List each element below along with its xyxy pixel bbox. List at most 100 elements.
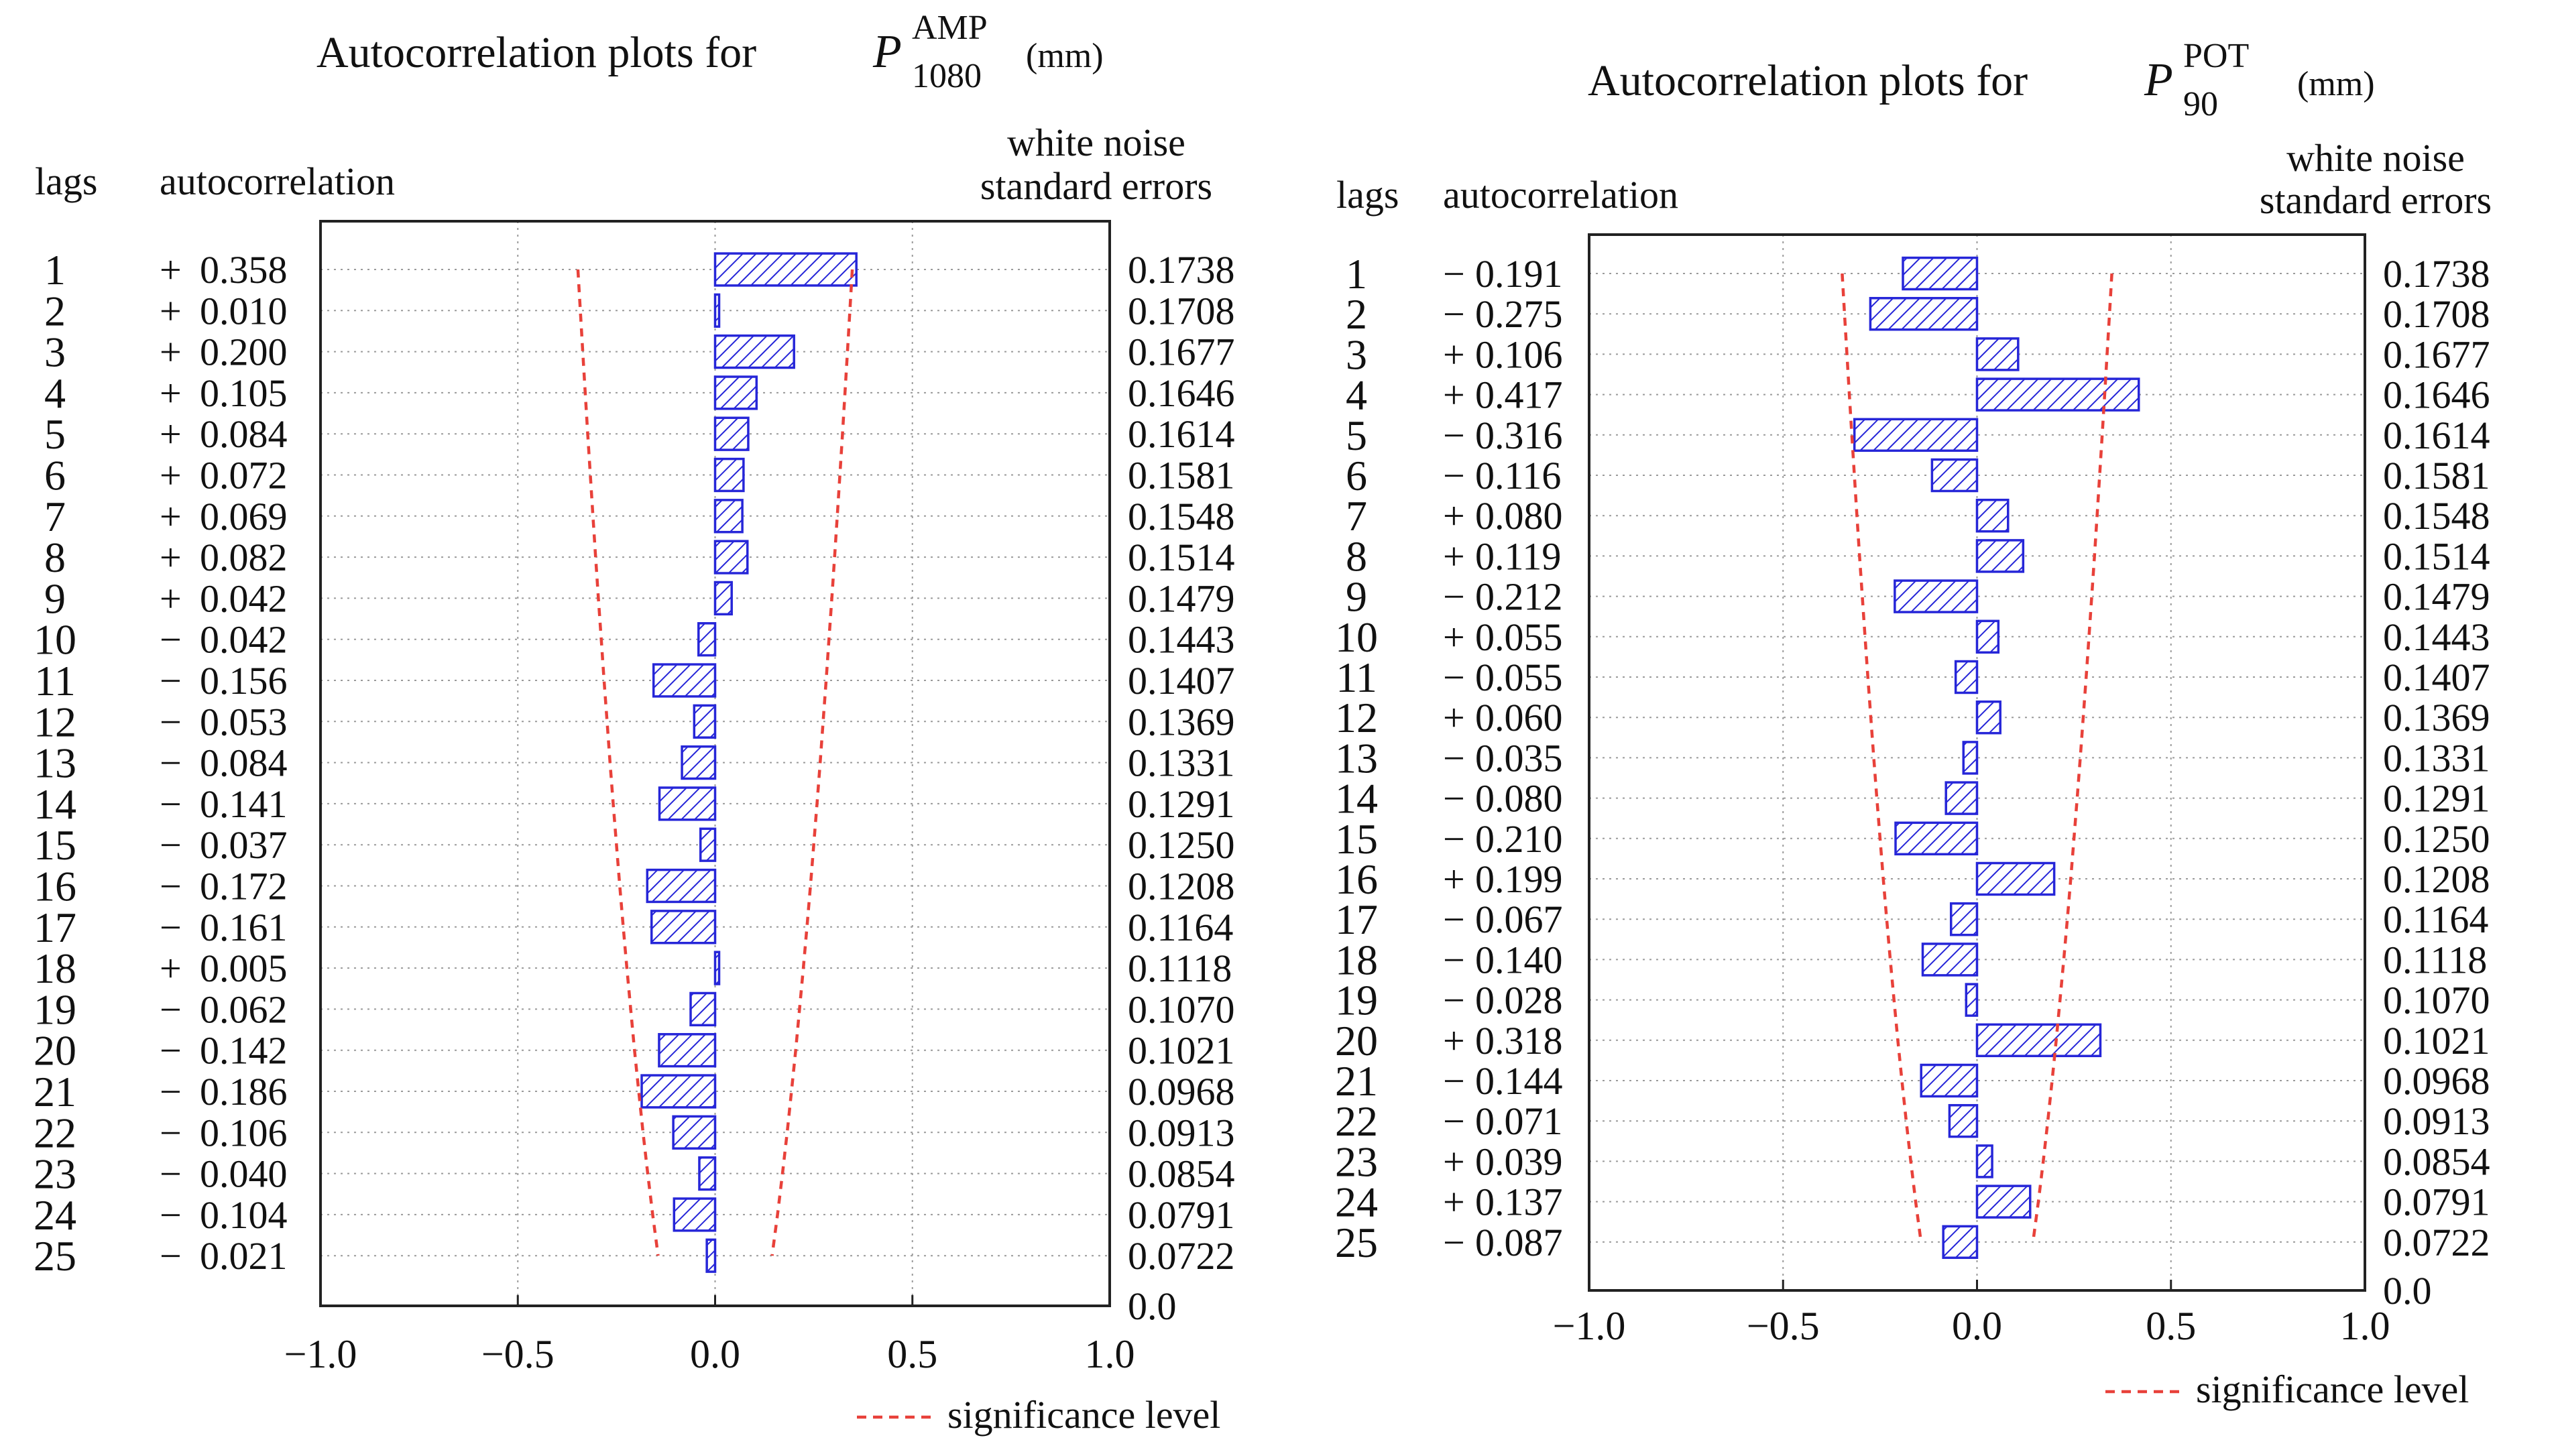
sign-label: −	[1443, 817, 1465, 861]
autocorrelation-value-label: 0.200	[200, 330, 288, 374]
autocorrelation-bar	[1965, 983, 1979, 1017]
grid	[1589, 235, 2365, 1290]
standard-error-label: 0.1208	[1128, 865, 1235, 908]
standard-error-label: 0.0722	[1128, 1234, 1235, 1278]
legend: significance level	[2105, 1368, 2469, 1411]
standard-error-label: 0.1479	[2383, 575, 2490, 619]
standard-error-label: 0.1443	[1128, 618, 1235, 662]
standard-error-label: 0.0791	[2383, 1180, 2490, 1224]
se-header-line2: standard errors	[2260, 178, 2492, 222]
title-text: Autocorrelation plots for	[1588, 56, 2028, 105]
autocorrelation-bar	[1975, 700, 2001, 735]
lag-label: 1	[1346, 250, 1367, 298]
lags-header: lags	[35, 160, 97, 203]
title-superscript: POT	[2183, 37, 2249, 75]
standard-error-label: 0.1407	[1128, 659, 1235, 703]
sign-label: −	[160, 1029, 182, 1073]
autocorrelation-bar	[713, 375, 758, 410]
standard-error-label: 0.1291	[1128, 782, 1235, 826]
autocorrelation-bar	[646, 868, 717, 904]
sign-label: −	[1443, 252, 1465, 296]
autocorrelation-bar	[689, 991, 717, 1027]
autocorrelation-value-label: 0.039	[1475, 1140, 1563, 1183]
autocorrelation-value-label: 0.042	[200, 577, 288, 620]
standard-error-label: 0.0913	[1128, 1111, 1235, 1154]
sign-label: −	[1443, 656, 1465, 699]
standard-error-label: 0.1738	[1128, 248, 1235, 292]
autocorrelation-value-label: 0.084	[200, 741, 288, 785]
x-tick-label: 0.0	[1952, 1304, 2002, 1348]
sign-label: −	[160, 741, 182, 785]
grid	[321, 221, 1110, 1306]
lag-label: 3	[1346, 330, 1367, 378]
autocorrelation-bar	[658, 786, 717, 821]
x-tick-label: 1.0	[1085, 1332, 1135, 1376]
title-superscript: AMP	[912, 9, 988, 47]
autocorrelation-value-label: 0.080	[1475, 494, 1563, 538]
autocorrelation-value-label: 0.071	[1475, 1099, 1563, 1143]
sign-label: −	[1443, 292, 1465, 336]
autocorrelation-value-label: 0.212	[1475, 575, 1563, 619]
sign-label: +	[160, 330, 182, 374]
x-tick-label: −1.0	[284, 1332, 357, 1376]
standard-error-label: 0.1021	[1128, 1029, 1235, 1073]
lag-label: 2	[1346, 290, 1367, 338]
autocorrelation-bar	[1954, 660, 1979, 694]
autocorrelation-value-label: 0.191	[1475, 252, 1563, 296]
standard-error-label: 0.1070	[2383, 979, 2490, 1022]
standard-error-label: 0.1021	[2383, 1019, 2490, 1063]
autocorrelation-bar	[1975, 1185, 2032, 1219]
legend: significance level	[857, 1393, 1220, 1437]
standard-error-label: 0.1070	[1128, 987, 1235, 1031]
sign-label: −	[160, 1070, 182, 1113]
lag-label: 11	[1336, 654, 1377, 701]
autocorrelation-bar	[1975, 337, 2020, 371]
autocorrelation-bar	[673, 1197, 717, 1232]
sign-label: +	[160, 289, 182, 332]
lag-label: 2	[44, 287, 66, 335]
autocorrelation-value-label: 0.037	[200, 823, 288, 867]
autocorrelation-bar	[705, 1238, 717, 1273]
se-header-line2: standard errors	[980, 164, 1212, 208]
x-tick-label: 0.0	[690, 1332, 740, 1376]
sign-label: +	[1443, 615, 1465, 659]
lag-label: 5	[1346, 412, 1367, 459]
standard-error-label: 0.1548	[2383, 494, 2490, 538]
significance-line-upper	[770, 269, 854, 1256]
standard-error-label: 0.1581	[1128, 454, 1235, 497]
standard-error-label: 0.0722	[2383, 1221, 2490, 1264]
title-symbol: P	[872, 26, 902, 78]
standard-error-label: 0.0854	[1128, 1152, 1235, 1196]
lag-label: 23	[1335, 1138, 1378, 1185]
standard-error-label: 0.0968	[1128, 1070, 1235, 1113]
autocorrelation-value-label: 0.186	[200, 1070, 288, 1113]
sign-label: −	[160, 1152, 182, 1196]
autocorrelation-value-label: 0.080	[1475, 777, 1563, 821]
autocorrelation-value-label: 0.106	[1475, 332, 1563, 376]
lag-label: 17	[34, 904, 76, 951]
autocorrelation-value-label: 0.142	[200, 1029, 288, 1073]
x-tick-label: 0.5	[2146, 1304, 2196, 1348]
autocorrelation-bar	[1975, 1144, 1993, 1178]
x-tick-label: 0.5	[887, 1332, 937, 1376]
autocorrelation-bar	[1902, 256, 1979, 291]
standard-error-label: 0.0854	[2383, 1140, 2490, 1183]
standard-error-label: 0.1677	[2383, 332, 2490, 376]
lag-label: 23	[34, 1150, 76, 1198]
autocorrelation-value-label: 0.106	[200, 1111, 288, 1154]
standard-error-label: 0.1443	[2383, 615, 2490, 659]
autocorrelation-header: autocorrelation	[160, 160, 395, 203]
lag-label: 10	[34, 616, 76, 664]
sign-label: −	[160, 618, 182, 662]
autocorrelation-bar	[1921, 943, 1979, 977]
standard-error-label: 0.1646	[1128, 371, 1235, 415]
sign-label: +	[1443, 373, 1465, 417]
lag-label: 19	[34, 985, 76, 1033]
autocorrelation-bar	[1948, 1103, 1979, 1138]
autocorrelation-value-label: 0.116	[1475, 454, 1561, 497]
autocorrelation-bar	[1975, 539, 2025, 573]
autocorrelation-bar	[1944, 781, 1979, 815]
autocorrelation-value-label: 0.199	[1475, 857, 1563, 901]
autocorrelation-bar	[693, 704, 717, 739]
